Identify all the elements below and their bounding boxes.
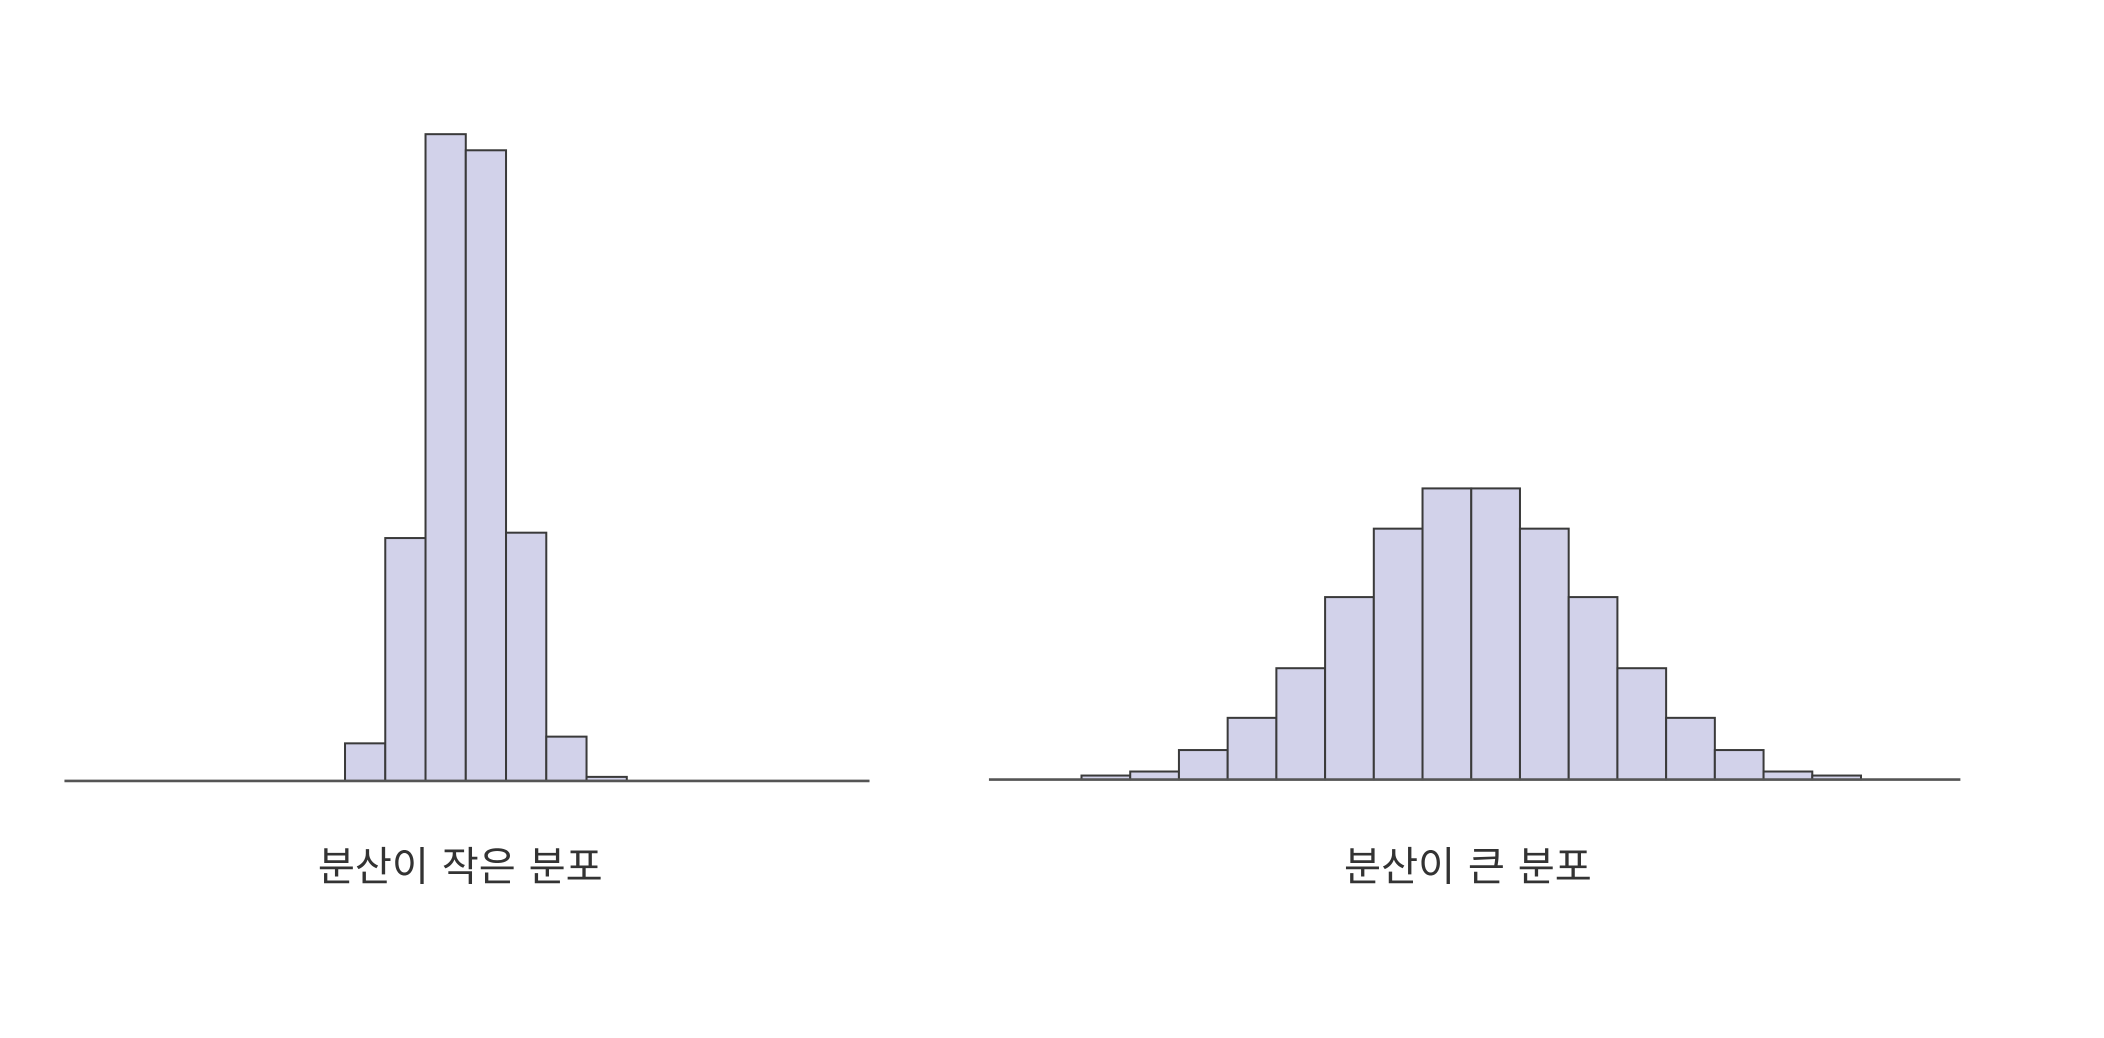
bar xyxy=(1177,749,1229,781)
bar xyxy=(1226,716,1278,781)
bar xyxy=(1372,527,1424,781)
bar xyxy=(1275,667,1327,781)
bar xyxy=(1470,487,1521,781)
bar xyxy=(1518,527,1570,781)
bar xyxy=(464,149,508,782)
bar xyxy=(344,742,387,782)
bar xyxy=(545,735,588,782)
chart-caption: 분산이 큰 분포 xyxy=(1344,844,1592,890)
bar xyxy=(424,133,467,782)
bar xyxy=(1665,716,1716,781)
bar xyxy=(1713,749,1765,781)
bar xyxy=(1421,487,1473,781)
chart-caption: 분산이 작은 분포 xyxy=(318,844,603,890)
bar xyxy=(1324,596,1375,781)
bar xyxy=(505,531,548,782)
bar xyxy=(1616,667,1668,781)
bar xyxy=(1567,596,1619,781)
bar xyxy=(384,537,427,782)
